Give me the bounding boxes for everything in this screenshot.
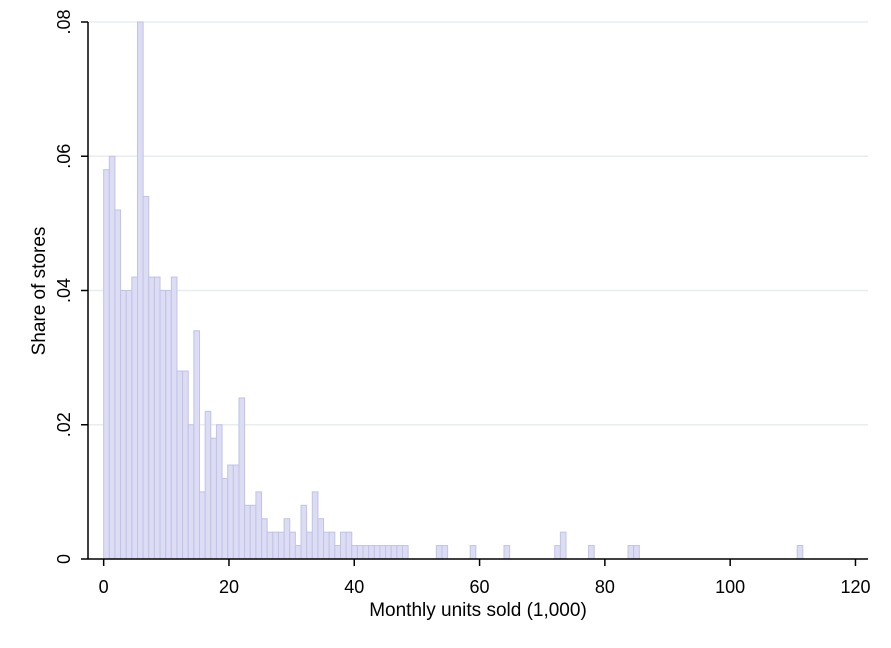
x-tick-label: 0: [99, 577, 109, 597]
x-tick-label: 20: [219, 577, 239, 597]
bar: [244, 504, 251, 560]
bar: [142, 196, 150, 560]
bar: [131, 276, 138, 560]
bar: [232, 464, 240, 560]
x-tick-label: 40: [344, 577, 364, 597]
bar: [289, 531, 296, 560]
bar: [125, 290, 133, 560]
bar: [385, 545, 392, 560]
bar: [345, 531, 353, 560]
bar: [441, 545, 449, 560]
bar: [469, 545, 477, 560]
bar: [261, 518, 268, 560]
bar: [103, 169, 110, 560]
bar: [402, 545, 409, 560]
bar: [323, 531, 330, 560]
bar: [328, 531, 336, 560]
bar: [199, 491, 206, 560]
x-tick-label: 60: [470, 577, 490, 597]
bar: [362, 545, 370, 560]
x-tick-label: 80: [595, 577, 615, 597]
bar: [373, 545, 381, 560]
bar: [165, 290, 172, 560]
y-tick-label: .04: [54, 278, 74, 303]
bar: [368, 545, 375, 560]
bar: [796, 545, 804, 560]
bar: [311, 491, 319, 560]
bar: [277, 531, 285, 560]
bar: [249, 504, 257, 560]
bar: [390, 545, 398, 560]
bar: [294, 545, 302, 560]
bar: [238, 397, 246, 560]
bar: [503, 545, 511, 560]
y-tick-label: .02: [54, 412, 74, 437]
bar: [255, 491, 263, 560]
bar: [204, 410, 212, 560]
bar: [272, 531, 279, 560]
bar: [187, 424, 195, 560]
bar: [435, 545, 443, 560]
y-tick-label: .06: [54, 144, 74, 169]
bar: [221, 477, 229, 560]
bar: [627, 545, 635, 560]
bar: [108, 155, 116, 560]
bar: [159, 290, 167, 560]
bar: [396, 545, 404, 560]
x-tick-label: 120: [840, 577, 870, 597]
bar: [559, 531, 567, 560]
bar: [210, 437, 217, 560]
bar: [227, 464, 234, 560]
y-axis-ticks: 0 .02 .04 .06 .08: [54, 9, 88, 564]
x-axis-label: Monthly units sold (1,000): [369, 600, 587, 621]
bar: [182, 370, 189, 560]
bar: [215, 424, 223, 560]
grid-lines: [88, 21, 868, 426]
bar: [148, 276, 155, 560]
bar: [300, 504, 308, 560]
y-tick-label: 0: [54, 554, 74, 564]
x-tick-label: 100: [715, 577, 745, 597]
bar: [317, 518, 325, 560]
bar: [120, 290, 127, 560]
bar: [193, 330, 201, 560]
y-axis-label: Share of stores: [29, 227, 50, 356]
bar: [266, 531, 274, 560]
bar: [588, 545, 595, 560]
x-axis-ticks: 0 20 40 60 80 100 120: [99, 559, 870, 597]
bar: [356, 545, 364, 560]
bar: [170, 276, 178, 560]
bar: [334, 545, 341, 560]
bar: [633, 545, 640, 560]
bar: [379, 545, 387, 560]
bar: [283, 518, 291, 560]
bar: [554, 545, 561, 560]
bar: [176, 370, 184, 560]
bar: [114, 209, 122, 560]
y-tick-label: .08: [54, 9, 74, 34]
bar: [136, 21, 144, 560]
bar: [339, 531, 347, 560]
bar: [351, 545, 358, 560]
bar: [153, 276, 161, 560]
bar: [306, 531, 313, 560]
